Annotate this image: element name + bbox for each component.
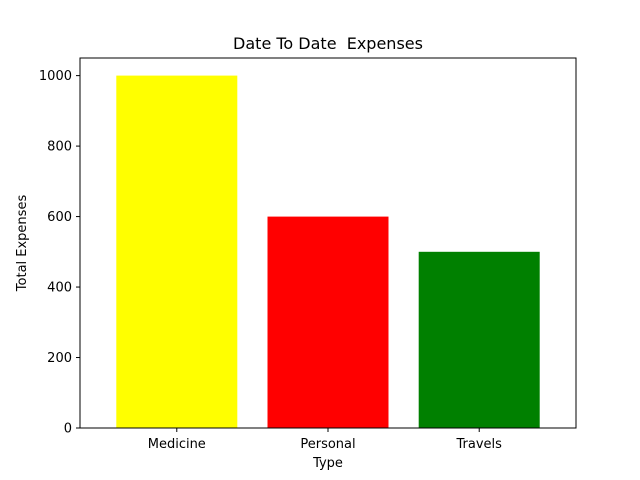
x-tick-label: Travels bbox=[456, 437, 503, 452]
bar-travels bbox=[418, 251, 540, 428]
y-tick-label: 200 bbox=[47, 351, 72, 366]
y-axis: 0 200 400 600 800 1000 bbox=[39, 69, 80, 437]
x-axis: Medicine Personal Travels bbox=[148, 428, 502, 452]
x-tick-label: Personal bbox=[300, 437, 355, 452]
bar-medicine bbox=[116, 75, 238, 428]
bar-personal bbox=[267, 216, 389, 428]
y-axis-label: Total Expenses bbox=[15, 195, 30, 293]
y-tick-label: 400 bbox=[47, 281, 72, 296]
chart-title: Date To Date Expenses bbox=[233, 34, 423, 53]
y-tick-label: 0 bbox=[64, 422, 72, 437]
y-tick-label: 600 bbox=[47, 210, 72, 225]
x-tick-label: Medicine bbox=[148, 437, 206, 452]
y-tick-label: 800 bbox=[47, 140, 72, 155]
y-tick-label: 1000 bbox=[39, 69, 72, 84]
bars-layer bbox=[116, 75, 540, 428]
x-axis-label: Type bbox=[312, 456, 343, 471]
